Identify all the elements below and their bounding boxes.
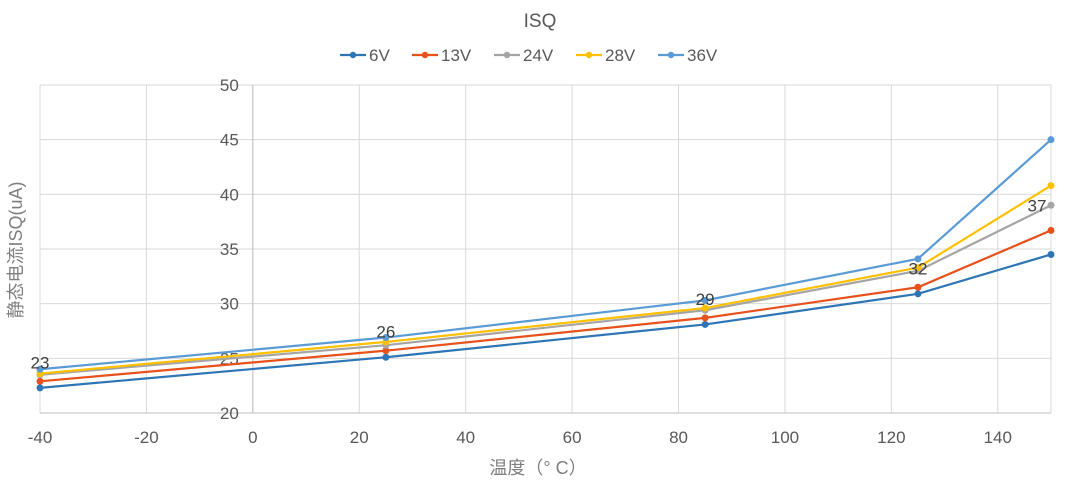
data-point [914, 283, 922, 291]
y-tick-label: 40 [220, 185, 239, 204]
data-point [36, 384, 44, 392]
chart-title: ISQ [524, 11, 557, 32]
data-point [1047, 250, 1055, 258]
data-label: 37 [1028, 196, 1047, 215]
data-label: 32 [909, 259, 928, 278]
legend-label: 6V [369, 46, 390, 65]
y-tick-label: 35 [220, 240, 239, 259]
series-28V [36, 182, 1055, 378]
data-point [701, 320, 709, 328]
data-point [914, 255, 922, 263]
y-axis-title: 静态电流ISQ(uA) [6, 181, 26, 318]
data-point [701, 314, 709, 322]
data-point [701, 304, 709, 312]
gridlines [39, 84, 1052, 414]
x-tick-label: 80 [669, 428, 688, 447]
data-point [382, 353, 390, 361]
data-point [914, 264, 922, 272]
y-tick-label: 45 [220, 131, 239, 150]
legend-label: 36V [687, 46, 718, 65]
data-label: 23 [31, 353, 50, 372]
series-13V [36, 226, 1055, 385]
legend-marker-icon [503, 51, 511, 59]
data-point [36, 365, 44, 373]
x-axis-title: 温度（° C） [489, 458, 586, 478]
y-tick-label: 20 [220, 404, 239, 423]
x-tick-label: 140 [984, 428, 1012, 447]
x-tick-label: 0 [248, 428, 257, 447]
data-point [701, 296, 709, 304]
legend-item-28V[interactable]: 28V [576, 46, 636, 65]
legend-marker-icon [667, 51, 675, 59]
x-tick-label: 40 [456, 428, 475, 447]
legend-item-6V[interactable]: 6V [340, 46, 390, 65]
data-point [1047, 226, 1055, 234]
data-point [1047, 182, 1055, 190]
data-label: 26 [376, 323, 395, 342]
data-point [1047, 136, 1055, 144]
legend-marker-icon [421, 51, 429, 59]
series-line [39, 184, 1052, 375]
data-point [914, 290, 922, 298]
data-label: 29 [696, 290, 715, 309]
legend-marker-icon [585, 51, 593, 59]
legend-label: 28V [605, 46, 636, 65]
legend-label: 24V [523, 46, 554, 65]
data-point [382, 334, 390, 342]
data-point [36, 377, 44, 385]
legend: 6V 13V 24V 28V 36V [340, 46, 718, 65]
x-tick-label: 20 [350, 428, 369, 447]
series-36V [36, 136, 1055, 373]
legend-item-36V[interactable]: 36V [658, 46, 718, 65]
series-lines [36, 136, 1055, 392]
data-point [382, 347, 390, 355]
x-tick-label: 100 [771, 428, 799, 447]
x-tick-label: 120 [877, 428, 905, 447]
legend-item-24V[interactable]: 24V [494, 46, 554, 65]
x-tick-label: 60 [563, 428, 582, 447]
x-tick-label: -20 [134, 428, 159, 447]
y-tick-label: 50 [220, 76, 239, 95]
series-6V [36, 250, 1055, 392]
legend-marker-icon [349, 51, 357, 59]
x-tick-label: -40 [28, 428, 53, 447]
data-labels: 23 26 29 32 37 [31, 196, 1047, 372]
x-axis-ticks: -40 -20 0 20 40 60 80 100 120 140 [28, 428, 1012, 447]
legend-label: 13V [441, 46, 472, 65]
y-tick-label: 30 [220, 295, 239, 314]
legend-item-13V[interactable]: 13V [412, 46, 472, 65]
data-point [1047, 201, 1055, 209]
